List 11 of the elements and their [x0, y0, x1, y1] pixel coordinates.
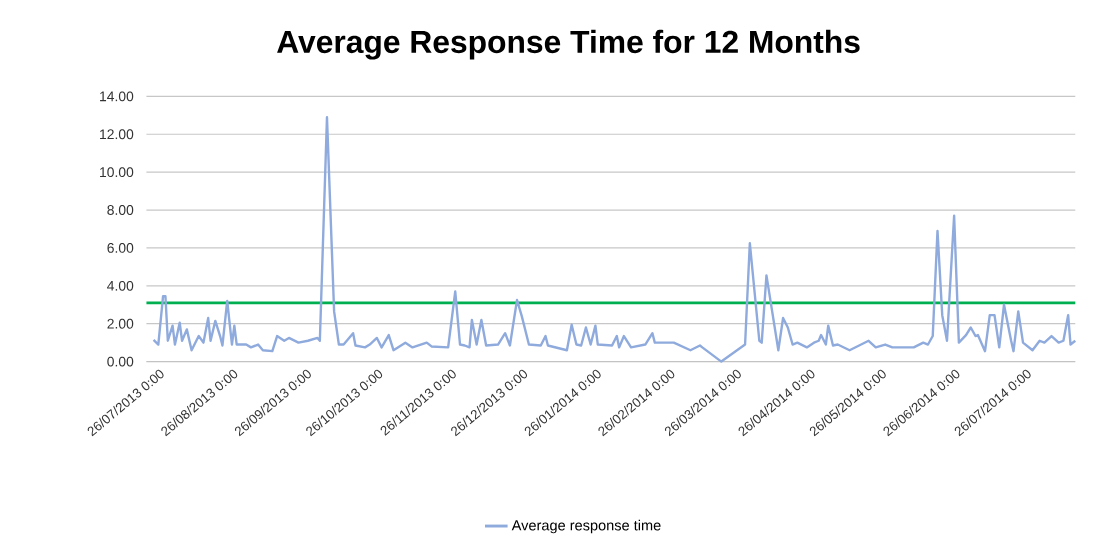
legend-label: Average response time: [511, 519, 661, 534]
y-tick-label: 0.00: [107, 356, 134, 367]
y-tick-label: 14.00: [100, 91, 134, 102]
y-tick-label: 6.00: [107, 242, 134, 253]
chart-title: Average Response Time for 12 Months: [277, 29, 860, 60]
y-tick-label: 8.00: [107, 204, 134, 215]
y-tick-label: 10.00: [100, 167, 134, 177]
y-tick-label: 2.00: [107, 318, 134, 329]
y-tick-label: 12.00: [100, 129, 134, 140]
line-series: [152, 115, 1077, 363]
y-tick-label: 4.00: [107, 280, 134, 291]
